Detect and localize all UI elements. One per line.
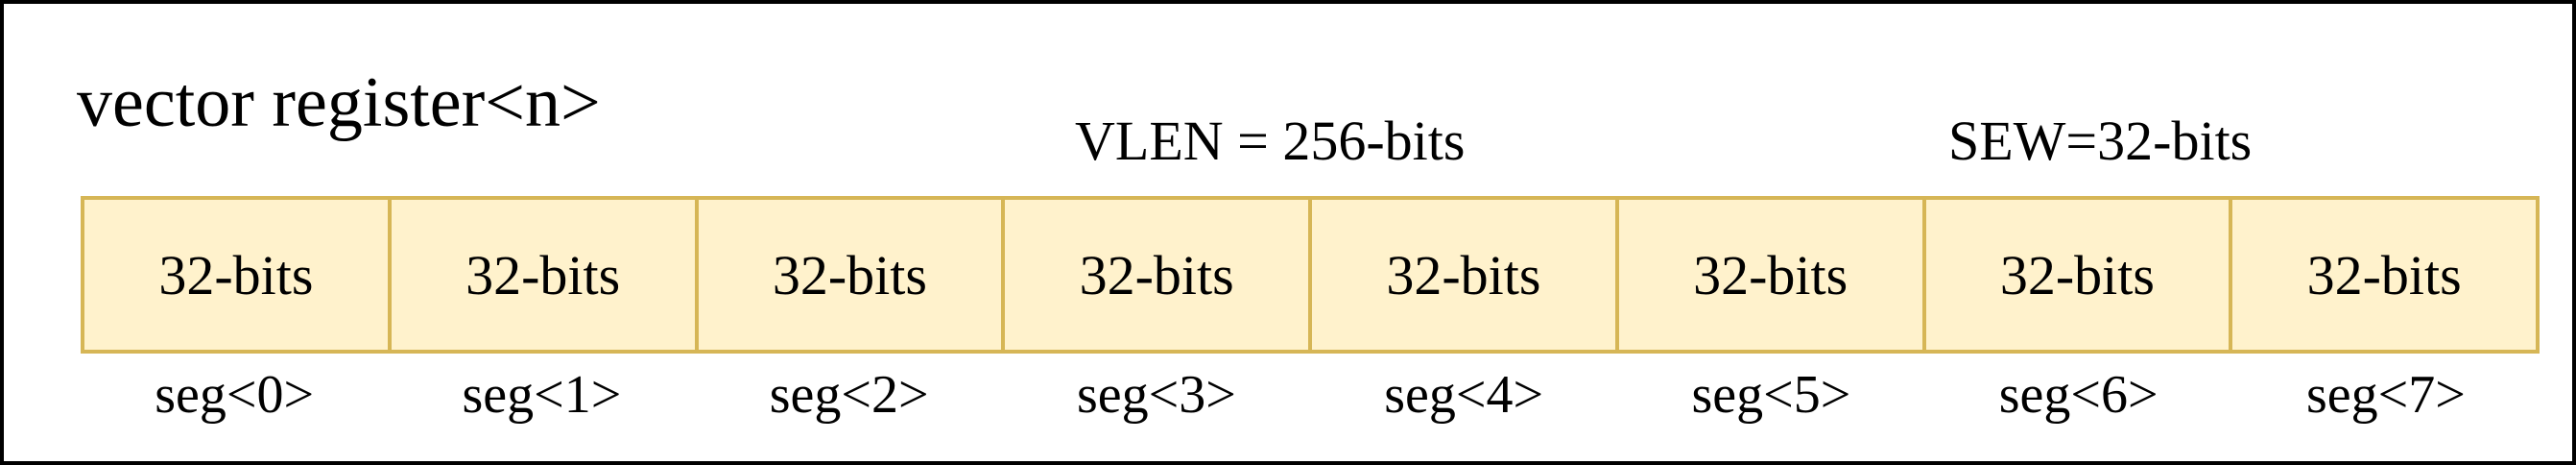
register-element-6: 32-bits bbox=[1921, 196, 2233, 354]
register-element-5: 32-bits bbox=[1614, 196, 1926, 354]
register-element-1: 32-bits bbox=[387, 196, 699, 354]
segment-label-2: seg<2> bbox=[769, 365, 929, 425]
diagram-title: vector register<n> bbox=[77, 63, 601, 142]
segment-label-5: seg<5> bbox=[1691, 365, 1851, 425]
segment-label-4: seg<4> bbox=[1384, 365, 1544, 425]
segment-label-0: seg<0> bbox=[155, 365, 315, 425]
register-element-7: 32-bits bbox=[2229, 196, 2540, 354]
segment-label-7: seg<7> bbox=[2305, 365, 2466, 425]
register-element-2: 32-bits bbox=[694, 196, 1006, 354]
vlen-label: VLEN = 256-bits bbox=[1075, 110, 1466, 172]
register-element-0: 32-bits bbox=[81, 196, 392, 354]
register-element-4: 32-bits bbox=[1308, 196, 1619, 354]
segment-label-3: seg<3> bbox=[1076, 365, 1236, 425]
segment-labels-row: seg<0> seg<1> seg<2> seg<3> seg<4> seg<5… bbox=[81, 361, 2540, 428]
segment-label-1: seg<1> bbox=[462, 365, 622, 425]
vector-register-row: 32-bits 32-bits 32-bits 32-bits 32-bits … bbox=[81, 196, 2540, 354]
sew-label: SEW=32-bits bbox=[1948, 110, 2253, 172]
register-element-3: 32-bits bbox=[1001, 196, 1312, 354]
segment-label-6: seg<6> bbox=[1998, 365, 2159, 425]
